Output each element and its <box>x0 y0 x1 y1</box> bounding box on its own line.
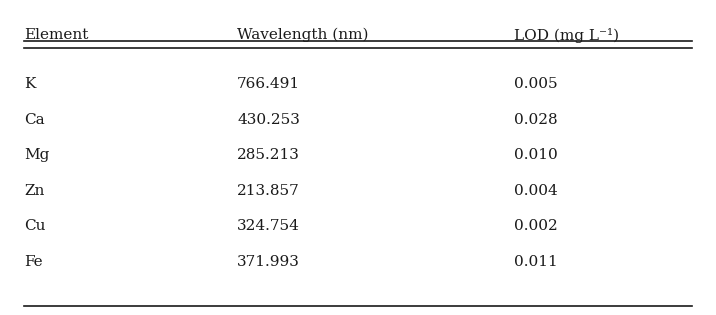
Text: 766.491: 766.491 <box>237 77 300 91</box>
Text: 0.002: 0.002 <box>514 219 558 233</box>
Text: Fe: Fe <box>24 255 43 269</box>
Text: 371.993: 371.993 <box>237 255 300 269</box>
Text: Element: Element <box>24 27 89 42</box>
Text: Wavelength (nm): Wavelength (nm) <box>237 27 369 42</box>
Text: 0.011: 0.011 <box>514 255 558 269</box>
Text: 0.004: 0.004 <box>514 184 558 198</box>
Text: Mg: Mg <box>24 148 49 162</box>
Text: K: K <box>24 77 36 91</box>
Text: Cu: Cu <box>24 219 46 233</box>
Text: Ca: Ca <box>24 113 44 127</box>
Text: 213.857: 213.857 <box>237 184 300 198</box>
Text: 324.754: 324.754 <box>237 219 300 233</box>
Text: Zn: Zn <box>24 184 44 198</box>
Text: 285.213: 285.213 <box>237 148 300 162</box>
Text: 0.005: 0.005 <box>514 77 558 91</box>
Text: 0.010: 0.010 <box>514 148 558 162</box>
Text: 430.253: 430.253 <box>237 113 300 127</box>
Text: LOD (mg L⁻¹): LOD (mg L⁻¹) <box>514 27 619 43</box>
Text: 0.028: 0.028 <box>514 113 558 127</box>
